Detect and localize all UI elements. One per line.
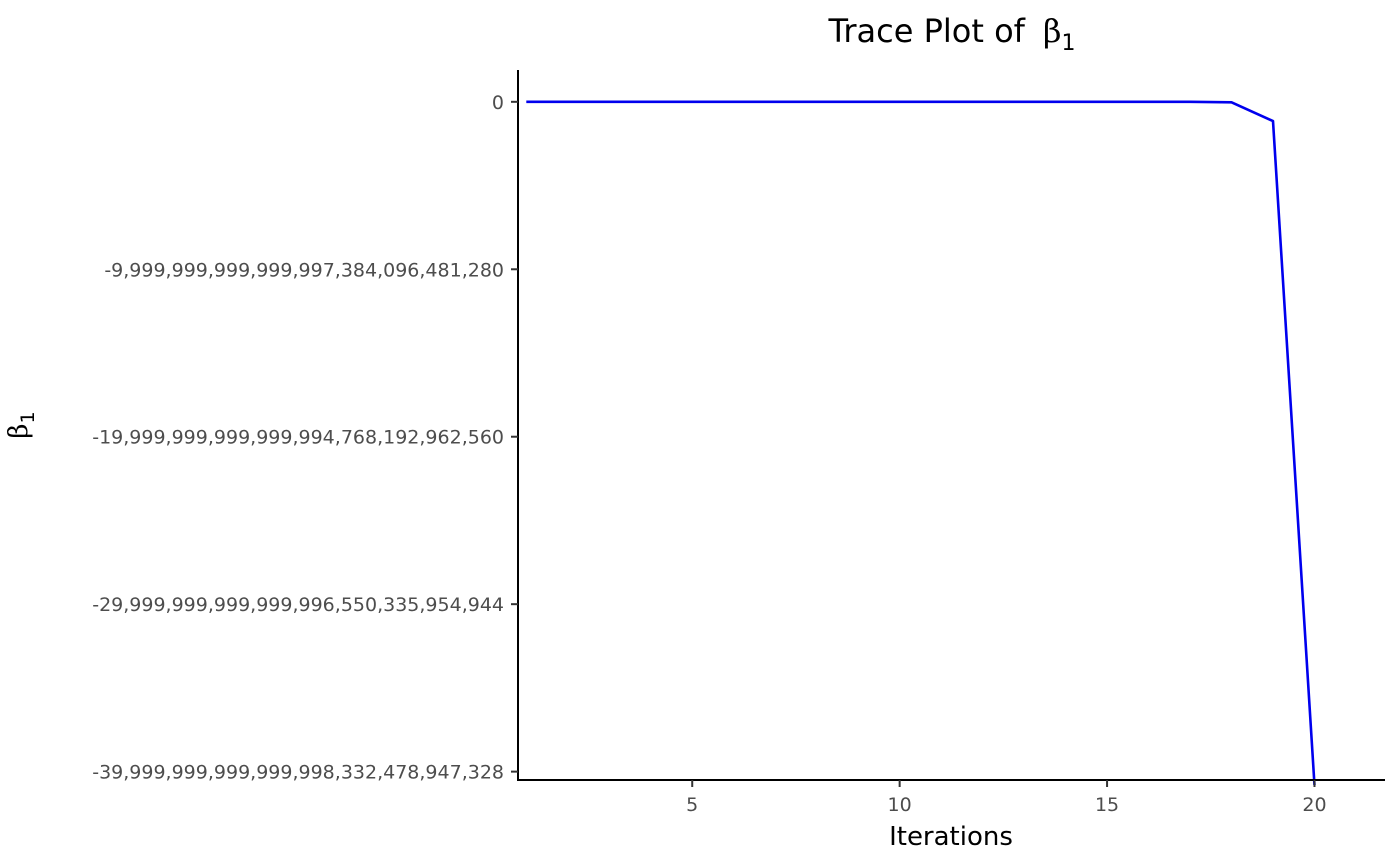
x-tick-label: 10 bbox=[888, 794, 912, 816]
chart-title: Trace Plot of β1 bbox=[828, 12, 1076, 56]
y-axis-title-subscript: 1 bbox=[17, 411, 39, 423]
y-tick-label: -19,999,999,999,999,994,768,192,962,560 bbox=[92, 427, 504, 449]
series-line bbox=[526, 100, 1316, 786]
x-axis-title: Iterations bbox=[889, 822, 1013, 852]
x-tick-label: 15 bbox=[1095, 794, 1119, 816]
y-axis-title-symbol: β bbox=[4, 424, 34, 439]
plot-area bbox=[526, 100, 1316, 786]
y-tick-label: -29,999,999,999,999,996,550,335,954,944 bbox=[92, 594, 504, 616]
y-tick-label: -39,999,999,999,999,998,332,478,947,328 bbox=[92, 762, 504, 784]
x-tick-label: 5 bbox=[686, 794, 698, 816]
y-tick-label: 0 bbox=[492, 92, 504, 114]
x-axis-ticks: 5 10 15 20 bbox=[686, 780, 1327, 816]
chart-title-symbol: β bbox=[1043, 12, 1062, 50]
y-axis-ticks: 0 -9,999,999,999,999,997,384,096,481,280 -… bbox=[92, 92, 518, 784]
y-tick-label: -9,999,999,999,999,997,384,096,481,280 bbox=[104, 259, 504, 281]
chart-title-text: Trace Plot of bbox=[828, 12, 1026, 50]
y-axis-title: β1 bbox=[4, 411, 39, 438]
chart-title-subscript: 1 bbox=[1061, 31, 1075, 56]
x-tick-label: 20 bbox=[1302, 794, 1326, 816]
